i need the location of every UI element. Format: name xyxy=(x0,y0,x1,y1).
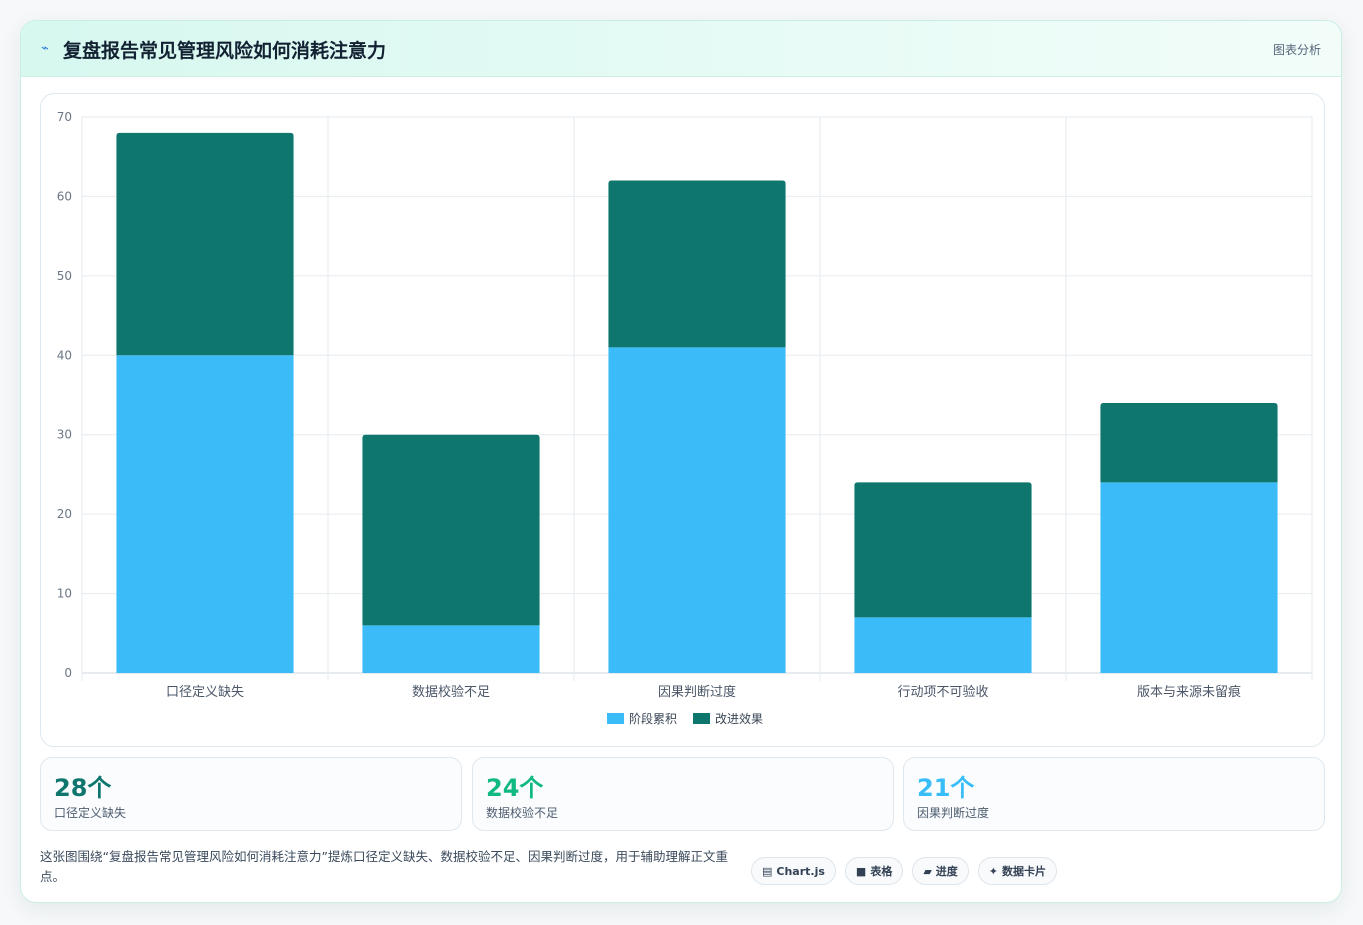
bar-segment xyxy=(854,617,1032,673)
sparkle-icon: ✦ xyxy=(988,864,999,878)
progress-icon: ▰ xyxy=(923,864,932,878)
stat-card-3: 21个 因果判断过度 xyxy=(903,757,1325,831)
stat-label: 因果判断过度 xyxy=(917,806,990,820)
y-tick-label: 30 xyxy=(57,428,72,442)
stat-value: 21个 xyxy=(917,774,975,802)
y-tick-label: 10 xyxy=(57,587,72,601)
chart-analysis-tag: 图表分析 xyxy=(1272,43,1321,57)
y-tick-label: 40 xyxy=(57,348,72,362)
bolt-icon: ⌁ xyxy=(41,41,49,56)
bar-segment xyxy=(362,434,540,626)
bar-segment xyxy=(608,180,786,348)
pill-chartjs[interactable]: ▤ Chart.js xyxy=(751,857,836,885)
legend-label: 改进效果 xyxy=(715,711,763,726)
pill-label: 数据卡片 xyxy=(1002,865,1047,878)
x-tick-label: 数据校验不足 xyxy=(412,684,490,700)
y-tick-label: 70 xyxy=(57,110,72,124)
x-tick-label: 行动项不可验收 xyxy=(897,684,988,700)
stacked-bar-chart: 0 10 20 30 40 50 60 70 口径定义缺失 数据校验不足 因果判断过度 行动项不可验收… xyxy=(57,110,1313,726)
y-tick-label: 50 xyxy=(57,269,72,283)
chart-card: ⌁ 复盘报告常见管理风险如何消耗注意力 图表分析 0 10 20 30 40 50 60 70… xyxy=(20,20,1342,903)
bar-segment xyxy=(1100,482,1278,673)
y-tick-label: 60 xyxy=(57,189,72,203)
pill-label: Chart.js xyxy=(776,864,825,878)
bar-segment xyxy=(116,355,294,673)
card-header: ⌁ 复盘报告常见管理风险如何消耗注意力 图表分析 xyxy=(21,21,1341,77)
bar-segment xyxy=(1100,402,1278,483)
legend-swatch xyxy=(607,713,624,724)
chart-title: 复盘报告常见管理风险如何消耗注意力 xyxy=(63,40,387,62)
legend-swatch xyxy=(693,713,710,724)
pill-label: 进度 xyxy=(935,865,958,878)
chart-icon: ▤ xyxy=(762,864,773,878)
stat-card-2: 24个 数据校验不足 xyxy=(472,757,894,831)
bar-segment xyxy=(608,347,786,673)
bar-segment xyxy=(116,132,294,356)
stat-label: 数据校验不足 xyxy=(486,806,559,820)
stat-label: 口径定义缺失 xyxy=(54,806,127,820)
pill-data-card[interactable]: ✦ 数据卡片 xyxy=(977,857,1058,885)
bar-segment xyxy=(854,482,1032,618)
y-tick-label: 0 xyxy=(64,666,72,680)
x-tick-label: 版本与来源未留痕 xyxy=(1137,684,1241,700)
pill-label: 表格 xyxy=(870,865,893,878)
stat-value: 24个 xyxy=(486,774,544,802)
pill-table[interactable]: ■ 表格 xyxy=(844,857,904,885)
x-tick-label: 口径定义缺失 xyxy=(166,685,244,700)
chart-description: 这张图围绕“复盘报告常见管理风险如何消耗注意力”提炼口径定义缺失、数据校验不足、… xyxy=(40,849,728,884)
chart-area: 0 10 20 30 40 50 60 70 口径定义缺失 数据校验不足 因果判断过度 行动项不可验收… xyxy=(40,93,1325,747)
stat-card-1: 28个 口径定义缺失 xyxy=(40,757,462,831)
y-tick-label: 20 xyxy=(57,507,72,521)
table-icon: ■ xyxy=(855,864,867,878)
x-tick-label: 因果判断过度 xyxy=(658,684,736,700)
legend-label: 阶段累积 xyxy=(629,711,677,726)
feature-pills: ▤ Chart.js ■ 表格 ▰ 进度 ✦ 数据卡片 xyxy=(751,857,1058,885)
pill-progress[interactable]: ▰ 进度 xyxy=(912,857,969,885)
stat-value: 28个 xyxy=(54,774,112,802)
bar-segment xyxy=(362,625,540,673)
